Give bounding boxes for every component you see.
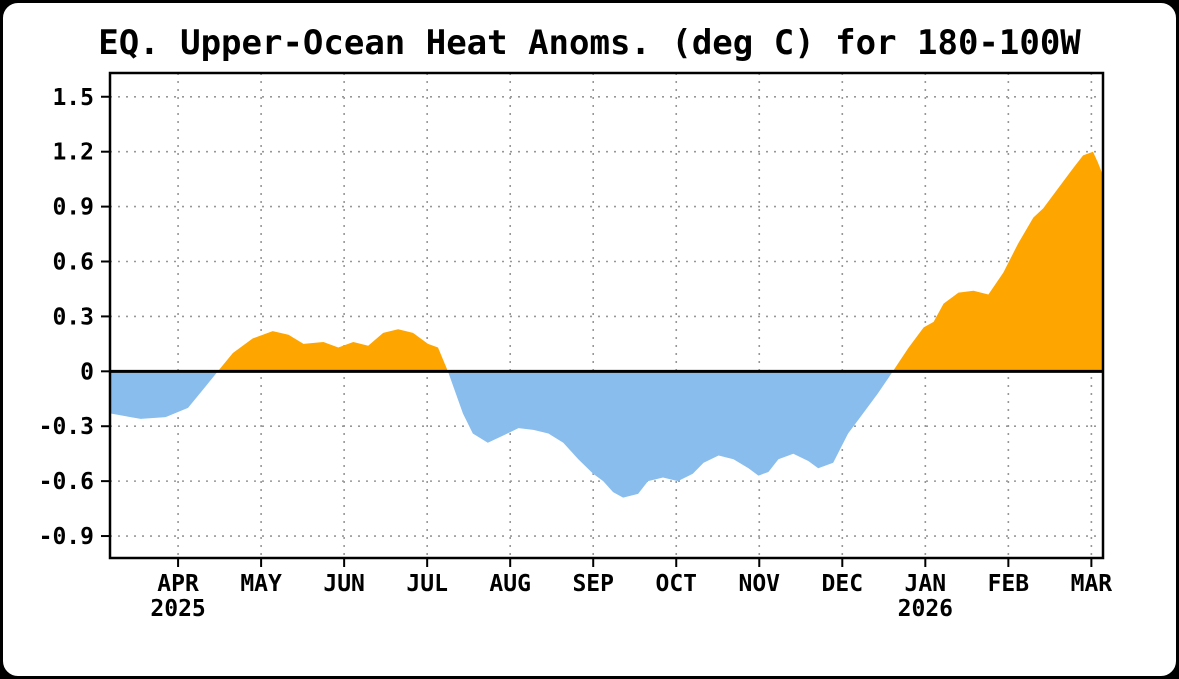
chart-title: EQ. Upper-Ocean Heat Anoms. (deg C) for … [98, 23, 1081, 63]
y-axis-tick-label: 1.5 [52, 85, 94, 111]
y-axis-tick-label: 0.6 [52, 250, 94, 276]
x-axis-month-label: NOV [738, 571, 780, 597]
y-axis-tick-label: 0.9 [52, 195, 94, 221]
x-axis-month-label: MAY [240, 571, 282, 597]
x-axis-year-label: 2026 [898, 596, 953, 622]
x-axis-month-label: APR [157, 571, 199, 597]
x-axis-month-label: AUG [489, 571, 531, 597]
area-negative-anomaly [110, 371, 1103, 498]
x-axis-year-label: 2025 [150, 596, 205, 622]
y-axis-tick-label: 0 [80, 359, 94, 385]
area-positive-anomaly [110, 151, 1103, 372]
y-axis-tick-label: -0.3 [39, 414, 94, 440]
y-axis-tick-label: 0.3 [52, 304, 94, 330]
x-axis-month-label: SEP [572, 571, 614, 597]
x-axis-month-label: DEC [822, 571, 864, 597]
x-axis-month-label: MAR [1071, 571, 1113, 597]
y-axis-tick-label: -0.9 [39, 524, 94, 550]
y-axis-tick-label: 1.2 [52, 140, 94, 166]
x-axis-month-label: OCT [655, 571, 697, 597]
x-axis-month-label: JAN [905, 571, 947, 597]
x-axis-month-label: FEB [988, 571, 1030, 597]
x-axis-month-label: JUL [406, 571, 448, 597]
x-axis-month-label: JUN [323, 571, 365, 597]
y-axis-tick-label: -0.6 [39, 469, 94, 495]
